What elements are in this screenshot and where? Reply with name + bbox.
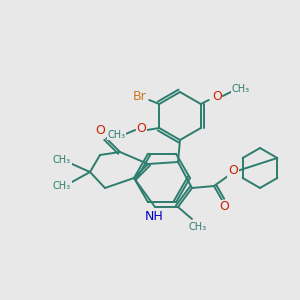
Text: O: O	[95, 124, 105, 137]
Text: CH₃: CH₃	[53, 155, 71, 165]
Text: CH₃: CH₃	[107, 130, 125, 140]
Text: CH₃: CH₃	[189, 222, 207, 232]
Text: Br: Br	[132, 89, 146, 103]
Text: NH: NH	[145, 209, 164, 223]
Text: O: O	[228, 164, 238, 178]
Text: O: O	[136, 122, 146, 136]
Text: O: O	[219, 200, 229, 214]
Text: CH₃: CH₃	[53, 181, 71, 191]
Text: CH₃: CH₃	[232, 84, 250, 94]
Text: O: O	[212, 89, 222, 103]
